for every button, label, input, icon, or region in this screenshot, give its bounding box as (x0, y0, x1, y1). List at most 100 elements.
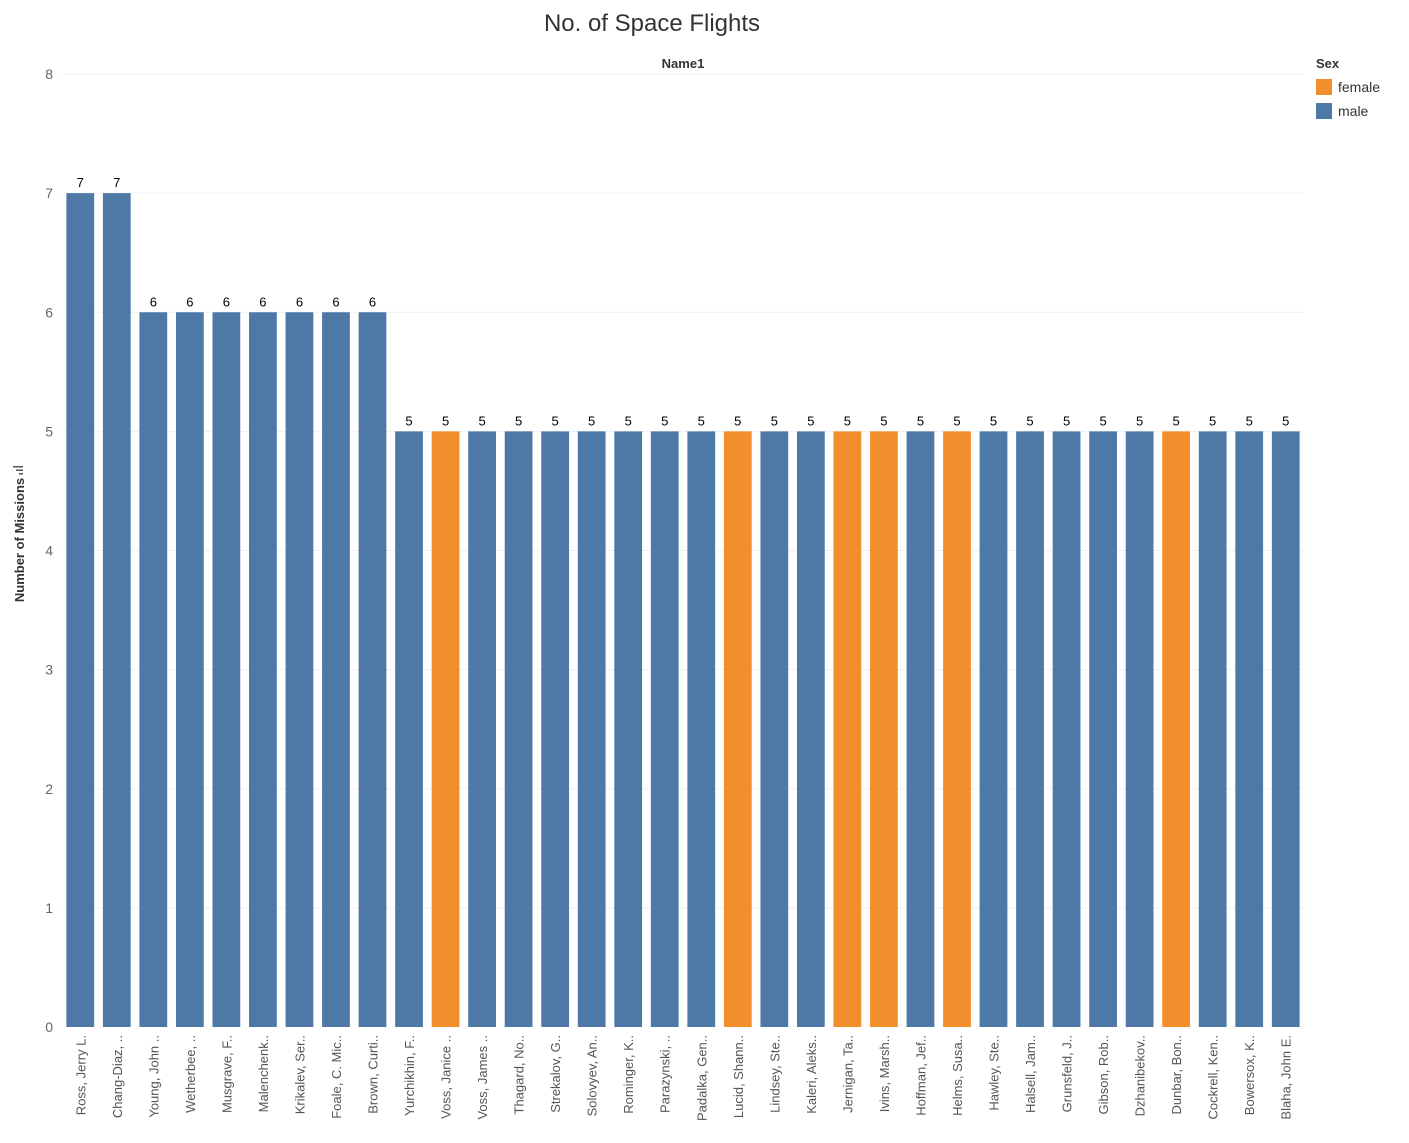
data-label: 5 (588, 413, 595, 428)
data-label: 5 (1026, 413, 1033, 428)
bar[interactable] (541, 431, 570, 1027)
bar[interactable] (1198, 431, 1227, 1027)
data-label: 5 (953, 413, 960, 428)
bar[interactable] (650, 431, 679, 1027)
bar-chart: Name1 Number of Missions 0 1 2 3 4 5 6 7 8 7 7 6 6 6… (12, 56, 1304, 1121)
bar[interactable] (249, 312, 277, 1027)
y-tick-label: 2 (45, 781, 53, 797)
bar[interactable] (870, 431, 898, 1027)
bar[interactable] (175, 312, 204, 1027)
data-label: 5 (552, 413, 559, 428)
legend: Sex female male (1316, 56, 1380, 123)
data-label: 7 (113, 175, 120, 190)
data-label: 5 (625, 413, 632, 428)
bar[interactable] (358, 312, 387, 1027)
data-label: 5 (515, 413, 522, 428)
bar[interactable] (1235, 431, 1264, 1027)
bar[interactable] (395, 431, 423, 1027)
x-tick-label: Chang-Diaz, .. (110, 1035, 125, 1118)
data-label: 5 (1063, 413, 1070, 428)
bar[interactable] (504, 431, 533, 1027)
x-tick-label: Helms, Susa.. (950, 1035, 965, 1116)
data-label: 6 (296, 294, 303, 309)
x-tick-label: Gibson, Rob.. (1096, 1035, 1111, 1115)
data-label: 5 (661, 413, 668, 428)
bars (66, 193, 1300, 1027)
legend-swatch-female (1316, 79, 1332, 95)
bar[interactable] (1271, 431, 1300, 1027)
data-label: 5 (1246, 413, 1253, 428)
x-tick-label: Blaha, John E. (1279, 1035, 1294, 1120)
sort-icon[interactable] (13, 466, 23, 475)
data-label: 5 (880, 413, 887, 428)
x-tick-label: Hoffman, Jef.. (913, 1035, 928, 1116)
bar[interactable] (577, 431, 606, 1027)
x-tick-label: Lucid, Shann.. (731, 1035, 746, 1118)
bar[interactable] (796, 431, 825, 1027)
data-label: 5 (917, 413, 924, 428)
x-tick-label: Malenchenk.. (256, 1035, 271, 1112)
x-tick-label: Thagard, No.. (512, 1035, 527, 1115)
bar[interactable] (285, 312, 314, 1027)
y-axis-label: Number of Missions (12, 478, 27, 602)
data-label: 5 (478, 413, 485, 428)
data-label: 6 (150, 294, 157, 309)
x-axis-ticks: Ross, Jerry L. Chang-Diaz, .. Young, John … (73, 1035, 1293, 1121)
bar[interactable] (102, 193, 131, 1027)
bar[interactable] (322, 312, 350, 1027)
bar[interactable] (1125, 431, 1154, 1027)
data-label: 5 (1282, 413, 1289, 428)
data-label: 5 (1173, 413, 1180, 428)
data-label: 5 (990, 413, 997, 428)
bar[interactable] (431, 431, 460, 1027)
x-tick-label: Brown, Curti.. (366, 1035, 381, 1114)
bar[interactable] (1089, 431, 1117, 1027)
legend-label-male: male (1338, 103, 1369, 119)
y-tick-label: 4 (45, 543, 53, 559)
x-tick-label: Ross, Jerry L. (73, 1035, 88, 1115)
bar[interactable] (943, 431, 971, 1027)
data-label: 5 (1209, 413, 1216, 428)
x-tick-label: Voss, James .. (475, 1035, 490, 1120)
y-tick-label: 7 (45, 185, 53, 201)
x-tick-label: Young, John .. (146, 1035, 161, 1118)
gridlines (62, 73, 1304, 909)
bar[interactable] (1016, 431, 1044, 1027)
x-tick-label: Foale, C. Mic.. (329, 1035, 344, 1119)
data-label: 6 (259, 294, 266, 309)
bar[interactable] (687, 431, 716, 1027)
legend-label-female: female (1338, 79, 1381, 95)
data-label: 5 (734, 413, 741, 428)
bar[interactable] (979, 431, 1008, 1027)
x-tick-label: Strekalov, G.. (548, 1035, 563, 1113)
data-label: 5 (1099, 413, 1106, 428)
legend-item-female[interactable]: female (1316, 75, 1380, 99)
legend-title: Sex (1316, 56, 1340, 71)
bar[interactable] (723, 431, 752, 1027)
legend-item-male[interactable]: male (1316, 99, 1380, 123)
x-tick-label: Wetherbee, .. (183, 1035, 198, 1113)
bar[interactable] (1162, 431, 1191, 1027)
x-tick-label: Parazynski, .. (658, 1035, 673, 1113)
x-tick-label: Yurchikhin, F.. (402, 1035, 417, 1116)
legend-swatch-male (1316, 103, 1332, 119)
bar[interactable] (212, 312, 241, 1027)
bar[interactable] (1052, 431, 1081, 1027)
bar[interactable] (468, 431, 496, 1027)
data-label: 5 (771, 413, 778, 428)
bar[interactable] (66, 193, 95, 1027)
x-tick-label: Voss, Janice .. (439, 1035, 454, 1119)
data-labels: 7 7 6 6 6 6 6 6 6 5 5 5 5 5 5 5 5 5 5 5 5 5 5 5 5 5 5 5 5 5 5 5 5 5 (77, 175, 1290, 428)
bar[interactable] (833, 431, 862, 1027)
data-label: 5 (442, 413, 449, 428)
y-tick-label: 3 (45, 662, 53, 678)
x-tick-label: Padalka, Gen.. (694, 1035, 709, 1121)
y-tick-label: 1 (45, 900, 53, 916)
bar[interactable] (906, 431, 935, 1027)
y-tick-label: 0 (45, 1019, 53, 1035)
x-tick-label: Cockrell, Ken.. (1206, 1035, 1221, 1120)
bar[interactable] (760, 431, 789, 1027)
bar[interactable] (139, 312, 168, 1027)
x-tick-label: Musgrave, F.. (219, 1035, 234, 1113)
bar[interactable] (614, 431, 643, 1027)
